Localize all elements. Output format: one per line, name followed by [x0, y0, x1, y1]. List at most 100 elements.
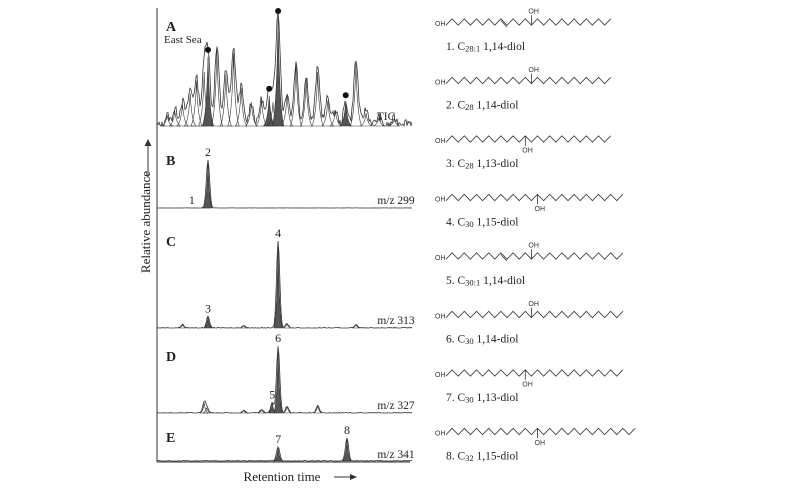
peak-a-16 [272, 17, 285, 127]
carbon-chain [445, 369, 624, 377]
hydroxyl-oh-label: OH [528, 9, 539, 16]
carbon-chain [445, 310, 624, 319]
trace-label: m/z 299 [377, 195, 415, 207]
carbon-chain [445, 252, 624, 260]
panel-letter: E [166, 431, 175, 446]
terminal-oh-label: OH [435, 431, 446, 438]
panel-letter: C [166, 235, 176, 250]
chromatogram-trace [157, 159, 412, 209]
peak-label: 5 [269, 387, 275, 401]
peak-a-5 [190, 80, 203, 127]
terminal-oh-label: OH [435, 314, 446, 321]
compound-1: OH OH 1. C28:1 1,14-diol [435, 9, 611, 54]
compound-label: 5. C30:1 1,14-diol [446, 275, 525, 288]
peak-a-9 [219, 74, 233, 127]
x-axis-title: Retention time [244, 469, 321, 484]
peak-c-6 [351, 323, 361, 329]
peak-d-8 [313, 405, 322, 414]
compound-6: OH OH 6. C30 1,14-diol [435, 301, 624, 347]
chromatogram-trace [156, 437, 413, 462]
panel-sublabel: East Sea [164, 34, 202, 46]
terminal-oh-label: OH [435, 255, 446, 262]
peak-a-11 [234, 88, 248, 127]
peak-d-1 [199, 402, 209, 414]
panel-letter: A [166, 20, 177, 35]
compound-4: OH OH 4. C30 1,15-diol [435, 193, 624, 229]
compound-label: 6. C30 1,14-diol [446, 334, 518, 347]
hydroxyl-oh-label: OH [522, 381, 533, 388]
compound-3: OH OH 3. C28 1,13-diol [435, 135, 611, 171]
chromatogram-trace [156, 241, 413, 329]
terminal-oh-label: OH [435, 197, 446, 204]
peak-label: 1 [189, 193, 195, 207]
panel-letter: B [166, 154, 175, 169]
peak-a-10 [227, 52, 240, 127]
peak-e-1 [272, 447, 284, 462]
terminal-oh-label: OH [435, 372, 446, 379]
carbon-chain [445, 427, 636, 436]
compound-label: 8. C32 1,15-diol [446, 451, 518, 464]
peak-c-3 [239, 324, 248, 329]
peak-marker-dot [342, 92, 349, 99]
chromatogram-trace [156, 346, 413, 414]
carbon-chain [445, 18, 611, 26]
peak-a-26 [372, 117, 385, 127]
panel-e: Em/z 341 7 8 [156, 423, 415, 462]
compound-label: 2. C28 1,14-diol [446, 100, 518, 113]
compound-2: OH OH 2. C28 1,14-diol [435, 67, 611, 112]
peak-a-27 [388, 119, 400, 127]
peak-a-4 [183, 93, 197, 127]
peak-a-12 [244, 102, 258, 127]
hydroxyl-oh-label: OH [528, 67, 539, 74]
peak-label: 7 [275, 432, 281, 446]
peak-c-4 [273, 240, 283, 329]
x-axis-arrow [334, 474, 357, 480]
peak-d-3 [239, 409, 248, 414]
peak-a-23 [339, 102, 353, 127]
peak-label: 4 [275, 226, 281, 240]
compound-list: OH OH 1. C28:1 1,14-diol OH OH 2. C28 1,14-di… [435, 9, 636, 464]
peak-d-4 [257, 408, 266, 414]
hydroxyl-oh-label: OH [528, 243, 539, 250]
panel-d: Dm/z 327 5 6 [156, 331, 415, 414]
terminal-oh-label: OH [435, 138, 446, 145]
trace-label: m/z 327 [377, 400, 415, 412]
chromatogram-trace [156, 12, 413, 128]
peak-marker-dot [266, 85, 273, 92]
trace-label: m/z 341 [377, 449, 415, 461]
peak-a-1 [161, 115, 174, 127]
peak-d-6 [273, 345, 283, 414]
peak-a-7 [201, 56, 215, 127]
carbon-chain [445, 76, 611, 85]
trace-label: TIC [377, 111, 396, 123]
peak-a-18 [289, 63, 303, 127]
peak-a-25 [360, 112, 372, 127]
peak-marker-dot [205, 46, 211, 53]
peak-a-20 [311, 71, 324, 127]
peak-c-2 [203, 316, 213, 329]
hydroxyl-oh-label: OH [535, 440, 546, 447]
peak-a-22 [329, 110, 342, 127]
compound-7: OH OH 7. C30 1,13-diol [435, 369, 624, 405]
compound-label: 1. C28:1 1,14-diol [446, 41, 525, 54]
peak-a-19 [299, 78, 313, 127]
peak-marker-dot [275, 8, 282, 14]
hydroxyl-oh-label: OH [522, 147, 533, 154]
peak-a-2 [168, 110, 181, 127]
compound-label: 7. C30 1,13-diol [446, 392, 518, 405]
peak-e-2 [342, 437, 352, 462]
y-axis-title: Relative abundance [138, 171, 153, 273]
hydroxyl-oh-label: OH [535, 206, 546, 213]
peak-label: 6 [275, 331, 281, 345]
peak-b-2 [203, 159, 213, 209]
peak-a-3 [175, 104, 190, 127]
panel-letter: D [166, 350, 176, 365]
peak-d-7 [282, 406, 292, 414]
panel-c: Cm/z 313 3 4 [156, 226, 415, 329]
peak-d-2 [202, 407, 211, 414]
terminal-oh-label: OH [435, 80, 446, 87]
panel-b: Bm/z 299 1 2 [157, 145, 415, 209]
trace-label: m/z 313 [377, 315, 415, 327]
